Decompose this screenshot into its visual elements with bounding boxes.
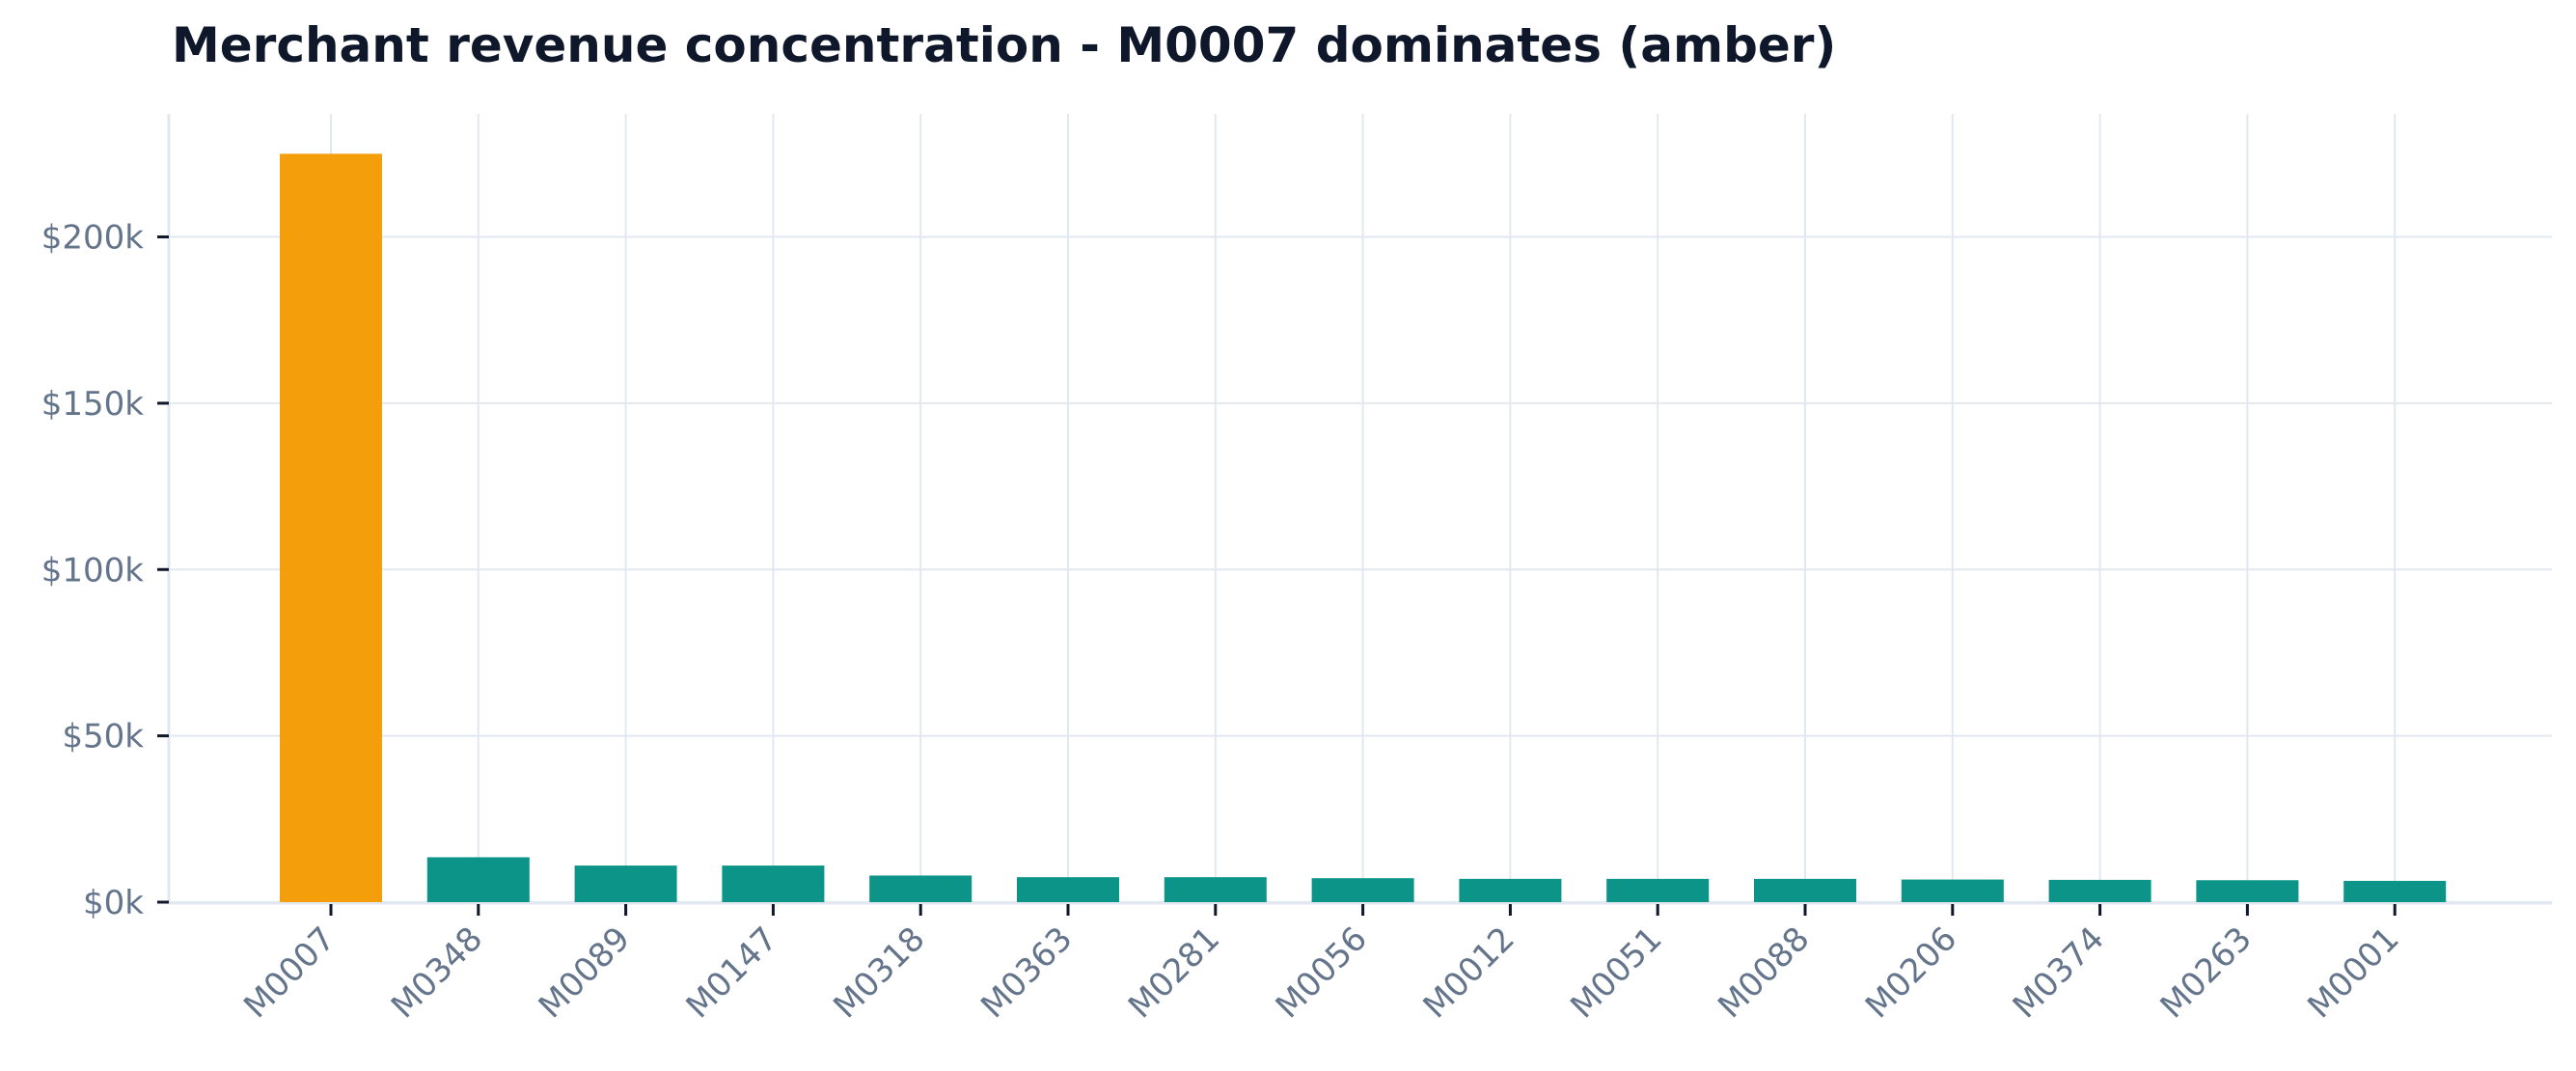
y-tick-label: $50k bbox=[62, 718, 144, 756]
x-tick-label: M0281 bbox=[1121, 920, 1227, 1026]
y-tick-label: $100k bbox=[41, 551, 145, 590]
bar-m0056 bbox=[1311, 878, 1414, 902]
x-tick-label: M0056 bbox=[1269, 920, 1375, 1026]
y-tick-label: $150k bbox=[41, 385, 145, 424]
bar-m0206 bbox=[1901, 879, 2004, 902]
x-tick-label: M0363 bbox=[973, 920, 1080, 1026]
chart-title: Merchant revenue concentration - M0007 d… bbox=[172, 17, 1837, 73]
x-tick-label: M0374 bbox=[2006, 920, 2112, 1026]
y-tick-label: $0k bbox=[83, 884, 144, 922]
x-tick-label: M0007 bbox=[236, 920, 343, 1026]
bar-m0147 bbox=[722, 865, 825, 902]
x-tick-label: M0318 bbox=[826, 920, 932, 1026]
bar-m0089 bbox=[574, 865, 677, 902]
x-tick-label: M0089 bbox=[532, 920, 638, 1026]
bar-m0348 bbox=[426, 857, 530, 902]
x-tick-label: M0206 bbox=[1858, 920, 1964, 1026]
bar-m0051 bbox=[1606, 878, 1710, 902]
bar-m0001 bbox=[2343, 880, 2447, 902]
x-tick-label: M0263 bbox=[2153, 920, 2260, 1026]
x-tick-label: M0012 bbox=[1416, 920, 1522, 1026]
bar-m0007 bbox=[280, 153, 382, 903]
bar-m0374 bbox=[2048, 879, 2151, 902]
x-tick-label: M0051 bbox=[1563, 920, 1669, 1026]
bar-m0088 bbox=[1754, 878, 1856, 902]
bar-m0281 bbox=[1164, 877, 1267, 902]
x-tick-label: M0088 bbox=[1711, 920, 1817, 1026]
x-tick-label: M0147 bbox=[679, 920, 785, 1026]
bar-m0318 bbox=[869, 875, 973, 902]
bar-m0012 bbox=[1459, 878, 1562, 902]
bar-m0263 bbox=[2196, 880, 2299, 902]
bar-m0363 bbox=[1017, 877, 1119, 902]
x-tick-label: M0001 bbox=[2300, 920, 2406, 1026]
y-tick-label: $200k bbox=[41, 219, 145, 258]
x-tick-label: M0348 bbox=[384, 920, 490, 1026]
